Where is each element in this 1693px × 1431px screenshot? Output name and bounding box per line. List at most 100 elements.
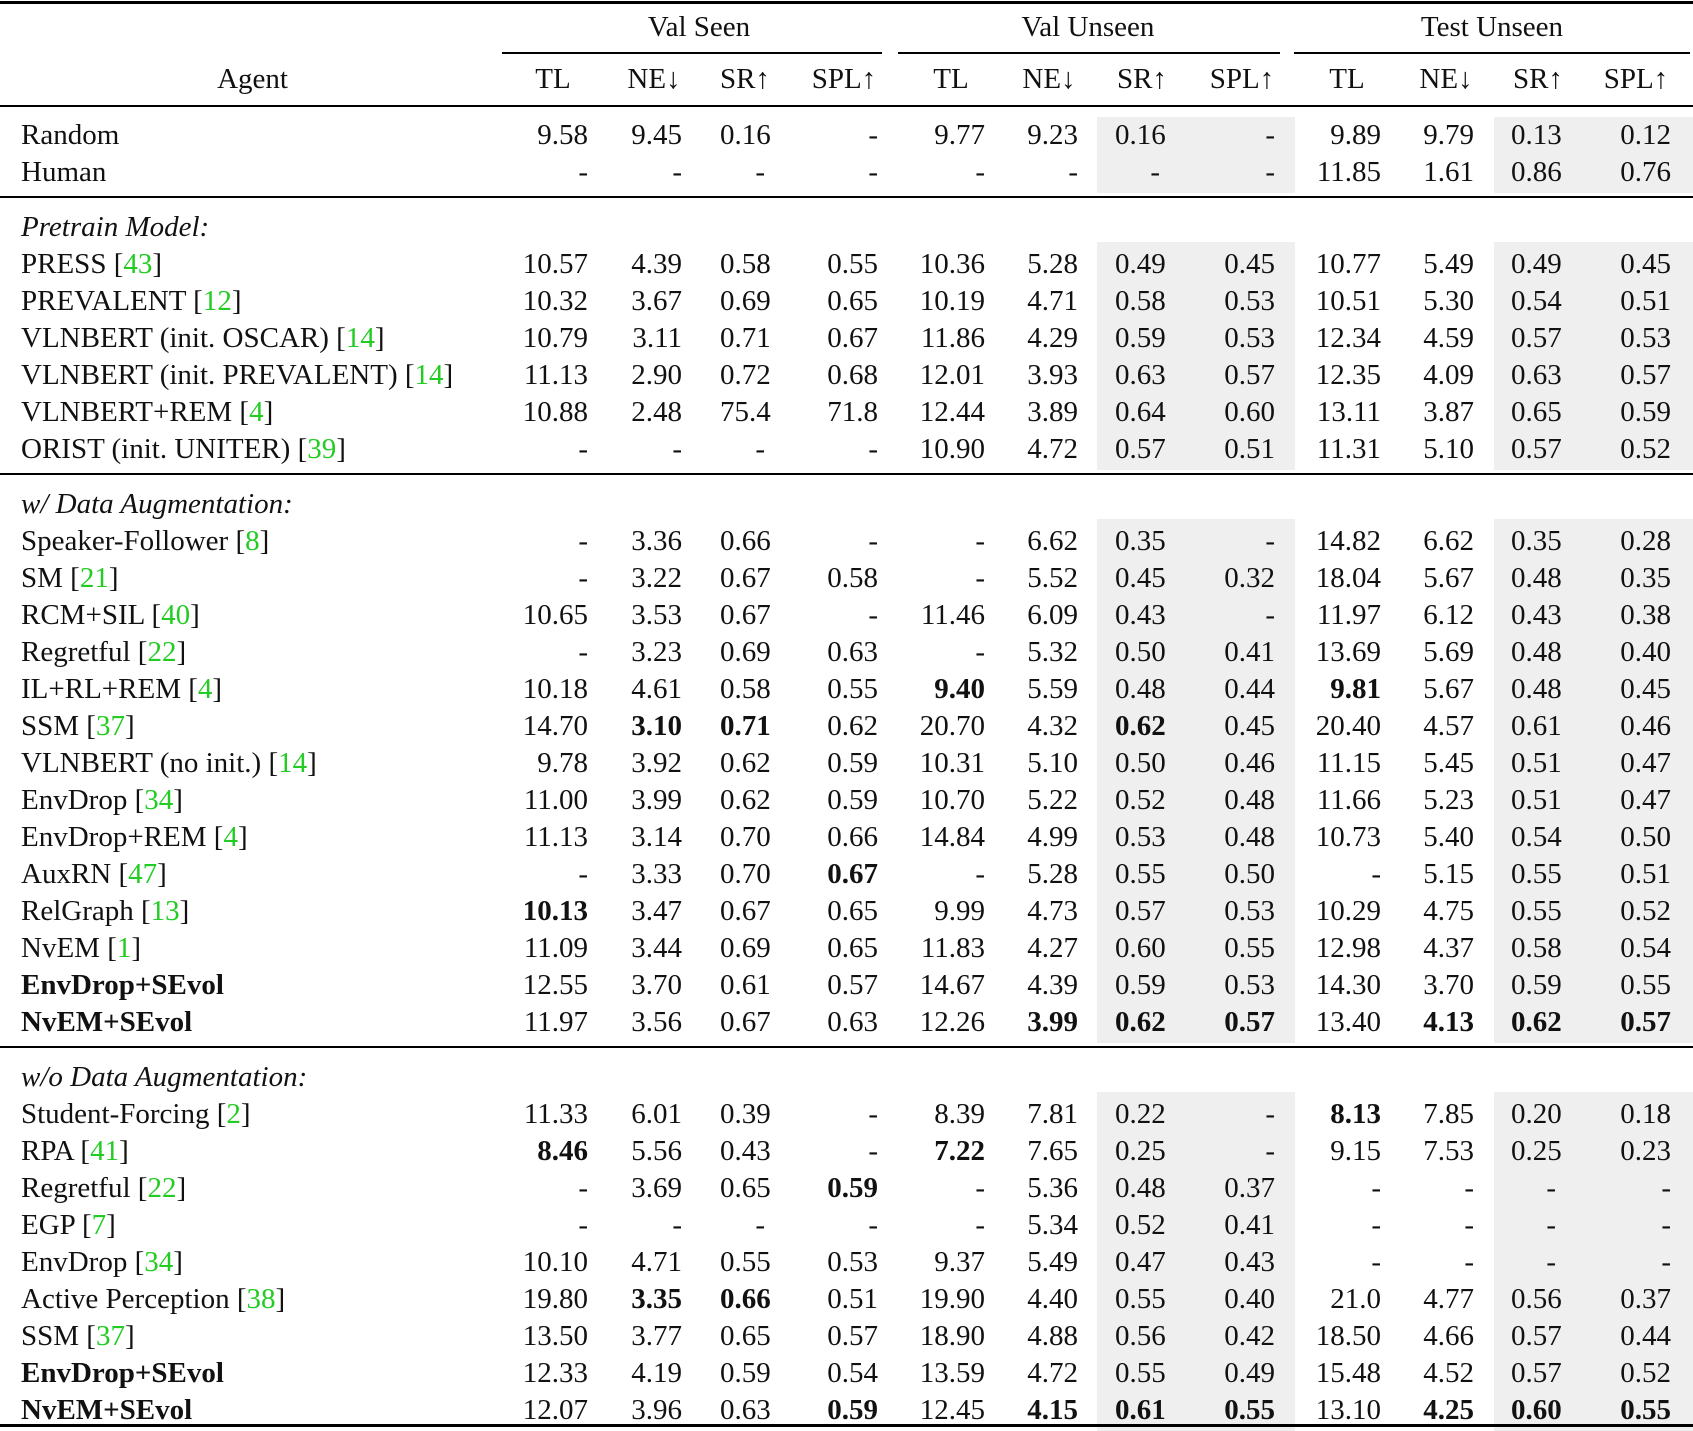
cell-value: 9.81 <box>1330 673 1381 705</box>
cell-value: 0.57 <box>1115 433 1166 465</box>
cell-value: 10.36 <box>919 248 985 280</box>
cell-value: 0.66 <box>720 525 771 557</box>
cell-value: 7.22 <box>934 1135 985 1167</box>
metric-header: SR↑ <box>1117 63 1167 95</box>
cell-value: 5.10 <box>1027 747 1078 779</box>
cell-value: - <box>1464 1172 1474 1204</box>
cell-value: 0.35 <box>1115 525 1166 557</box>
cell-value: 0.57 <box>1224 359 1275 391</box>
cell-value: 5.67 <box>1423 673 1474 705</box>
cell-value: 0.62 <box>1511 1006 1562 1038</box>
cell-value: 0.63 <box>827 636 878 668</box>
citation-link[interactable]: 34 <box>144 784 174 816</box>
citation-link[interactable]: 39 <box>307 433 337 465</box>
citation-link[interactable]: 14 <box>278 747 308 779</box>
cell-value: 0.55 <box>1511 895 1562 927</box>
cell-value: 12.98 <box>1315 932 1381 964</box>
citation-link[interactable]: 47 <box>128 858 158 890</box>
cell-value: - <box>868 433 878 465</box>
cell-value: 0.53 <box>1224 895 1275 927</box>
citation-link[interactable]: 22 <box>147 636 177 668</box>
cell-value: 0.55 <box>1620 1394 1671 1426</box>
cell-value: 0.42 <box>1224 1320 1275 1352</box>
cell-value: - <box>1265 1098 1275 1130</box>
cell-value: 0.59 <box>827 747 878 779</box>
cell-value: - <box>1464 1209 1474 1241</box>
cell-value: 0.69 <box>720 285 771 317</box>
cell-value: 0.58 <box>720 673 771 705</box>
cell-value: 0.49 <box>1224 1357 1275 1389</box>
cell-value: 0.67 <box>720 562 771 594</box>
cell-value: 11.97 <box>1316 599 1381 631</box>
cell-value: 0.53 <box>1224 969 1275 1001</box>
cell-value: 4.27 <box>1027 932 1078 964</box>
cell-value: 3.96 <box>631 1394 682 1426</box>
cell-value: 0.58 <box>1115 285 1166 317</box>
section-title: w/o Data Augmentation: <box>21 1061 308 1093</box>
cell-value: 7.81 <box>1027 1098 1078 1130</box>
section-rule <box>0 1046 1693 1048</box>
cell-value: 0.57 <box>1511 322 1562 354</box>
cell-value: 0.59 <box>827 784 878 816</box>
citation-link[interactable]: 8 <box>245 525 260 557</box>
cell-value: 0.57 <box>827 1320 878 1352</box>
citation-link[interactable]: 21 <box>79 562 109 594</box>
citation-link[interactable]: 22 <box>147 1172 177 1204</box>
cell-value: 0.49 <box>1115 248 1166 280</box>
agent-name: NvEM [1] <box>21 932 142 964</box>
cell-value: - <box>755 156 765 188</box>
cell-value: 18.04 <box>1315 562 1381 594</box>
citation-link[interactable]: 41 <box>90 1135 120 1167</box>
cell-value: 4.75 <box>1423 895 1474 927</box>
citation-link[interactable]: 4 <box>197 673 213 705</box>
cell-value: 6.62 <box>1423 525 1474 557</box>
citation-link[interactable]: 1 <box>116 932 132 964</box>
cell-value: 0.61 <box>720 969 771 1001</box>
cell-value: - <box>578 562 588 594</box>
citation-link[interactable]: 12 <box>202 285 232 317</box>
cell-value: 0.49 <box>1511 248 1562 280</box>
shaded-region <box>1097 519 1295 1043</box>
cell-value: 0.64 <box>1115 396 1166 428</box>
cell-value: 9.58 <box>537 119 588 151</box>
cell-value: 0.55 <box>1620 969 1671 1001</box>
cell-value: 5.32 <box>1027 636 1078 668</box>
citation-link[interactable]: 4 <box>249 396 264 428</box>
citation-link[interactable]: 37 <box>95 1320 125 1352</box>
agent-name: VLNBERT (no init.) [14] <box>21 747 317 779</box>
cell-value: 5.10 <box>1423 433 1474 465</box>
cell-value: 0.71 <box>720 710 771 742</box>
citation-link[interactable]: 34 <box>144 1246 174 1278</box>
cell-value: 0.16 <box>1115 119 1166 151</box>
cell-value: - <box>578 636 588 668</box>
citation-link[interactable]: 14 <box>414 359 444 391</box>
cell-value: 0.56 <box>1511 1283 1562 1315</box>
cell-value: - <box>672 1209 682 1241</box>
citation-link[interactable]: 4 <box>223 821 238 853</box>
cell-value: 13.10 <box>1315 1394 1381 1426</box>
agent-name: ORIST (init. UNITER) [39] <box>21 433 346 465</box>
cell-value: 0.51 <box>1511 784 1562 816</box>
cell-value: 2.48 <box>631 396 682 428</box>
citation-link[interactable]: 37 <box>95 710 125 742</box>
cell-value: 12.35 <box>1315 359 1381 391</box>
cell-value: 10.90 <box>919 433 985 465</box>
cell-value: 2.90 <box>631 359 682 391</box>
agent-name: Random <box>21 119 120 151</box>
citation-link[interactable]: 38 <box>246 1283 276 1315</box>
cell-value: - <box>868 156 878 188</box>
cell-value: 3.77 <box>631 1320 682 1352</box>
agent-name: EGP [7] <box>21 1209 116 1241</box>
citation-link[interactable]: 14 <box>345 322 375 354</box>
cell-value: 11.13 <box>523 359 588 391</box>
citation-link[interactable]: 7 <box>91 1209 107 1241</box>
citation-link[interactable]: 2 <box>226 1098 241 1130</box>
citation-link[interactable]: 40 <box>161 599 191 631</box>
cell-value: 0.65 <box>827 285 878 317</box>
cell-value: 0.56 <box>1115 1320 1166 1352</box>
cell-value: 10.13 <box>522 895 588 927</box>
citation-link[interactable]: 43 <box>123 248 153 280</box>
cell-value: 4.77 <box>1423 1283 1474 1315</box>
metric-header: TL <box>1329 63 1365 95</box>
citation-link[interactable]: 13 <box>150 895 180 927</box>
